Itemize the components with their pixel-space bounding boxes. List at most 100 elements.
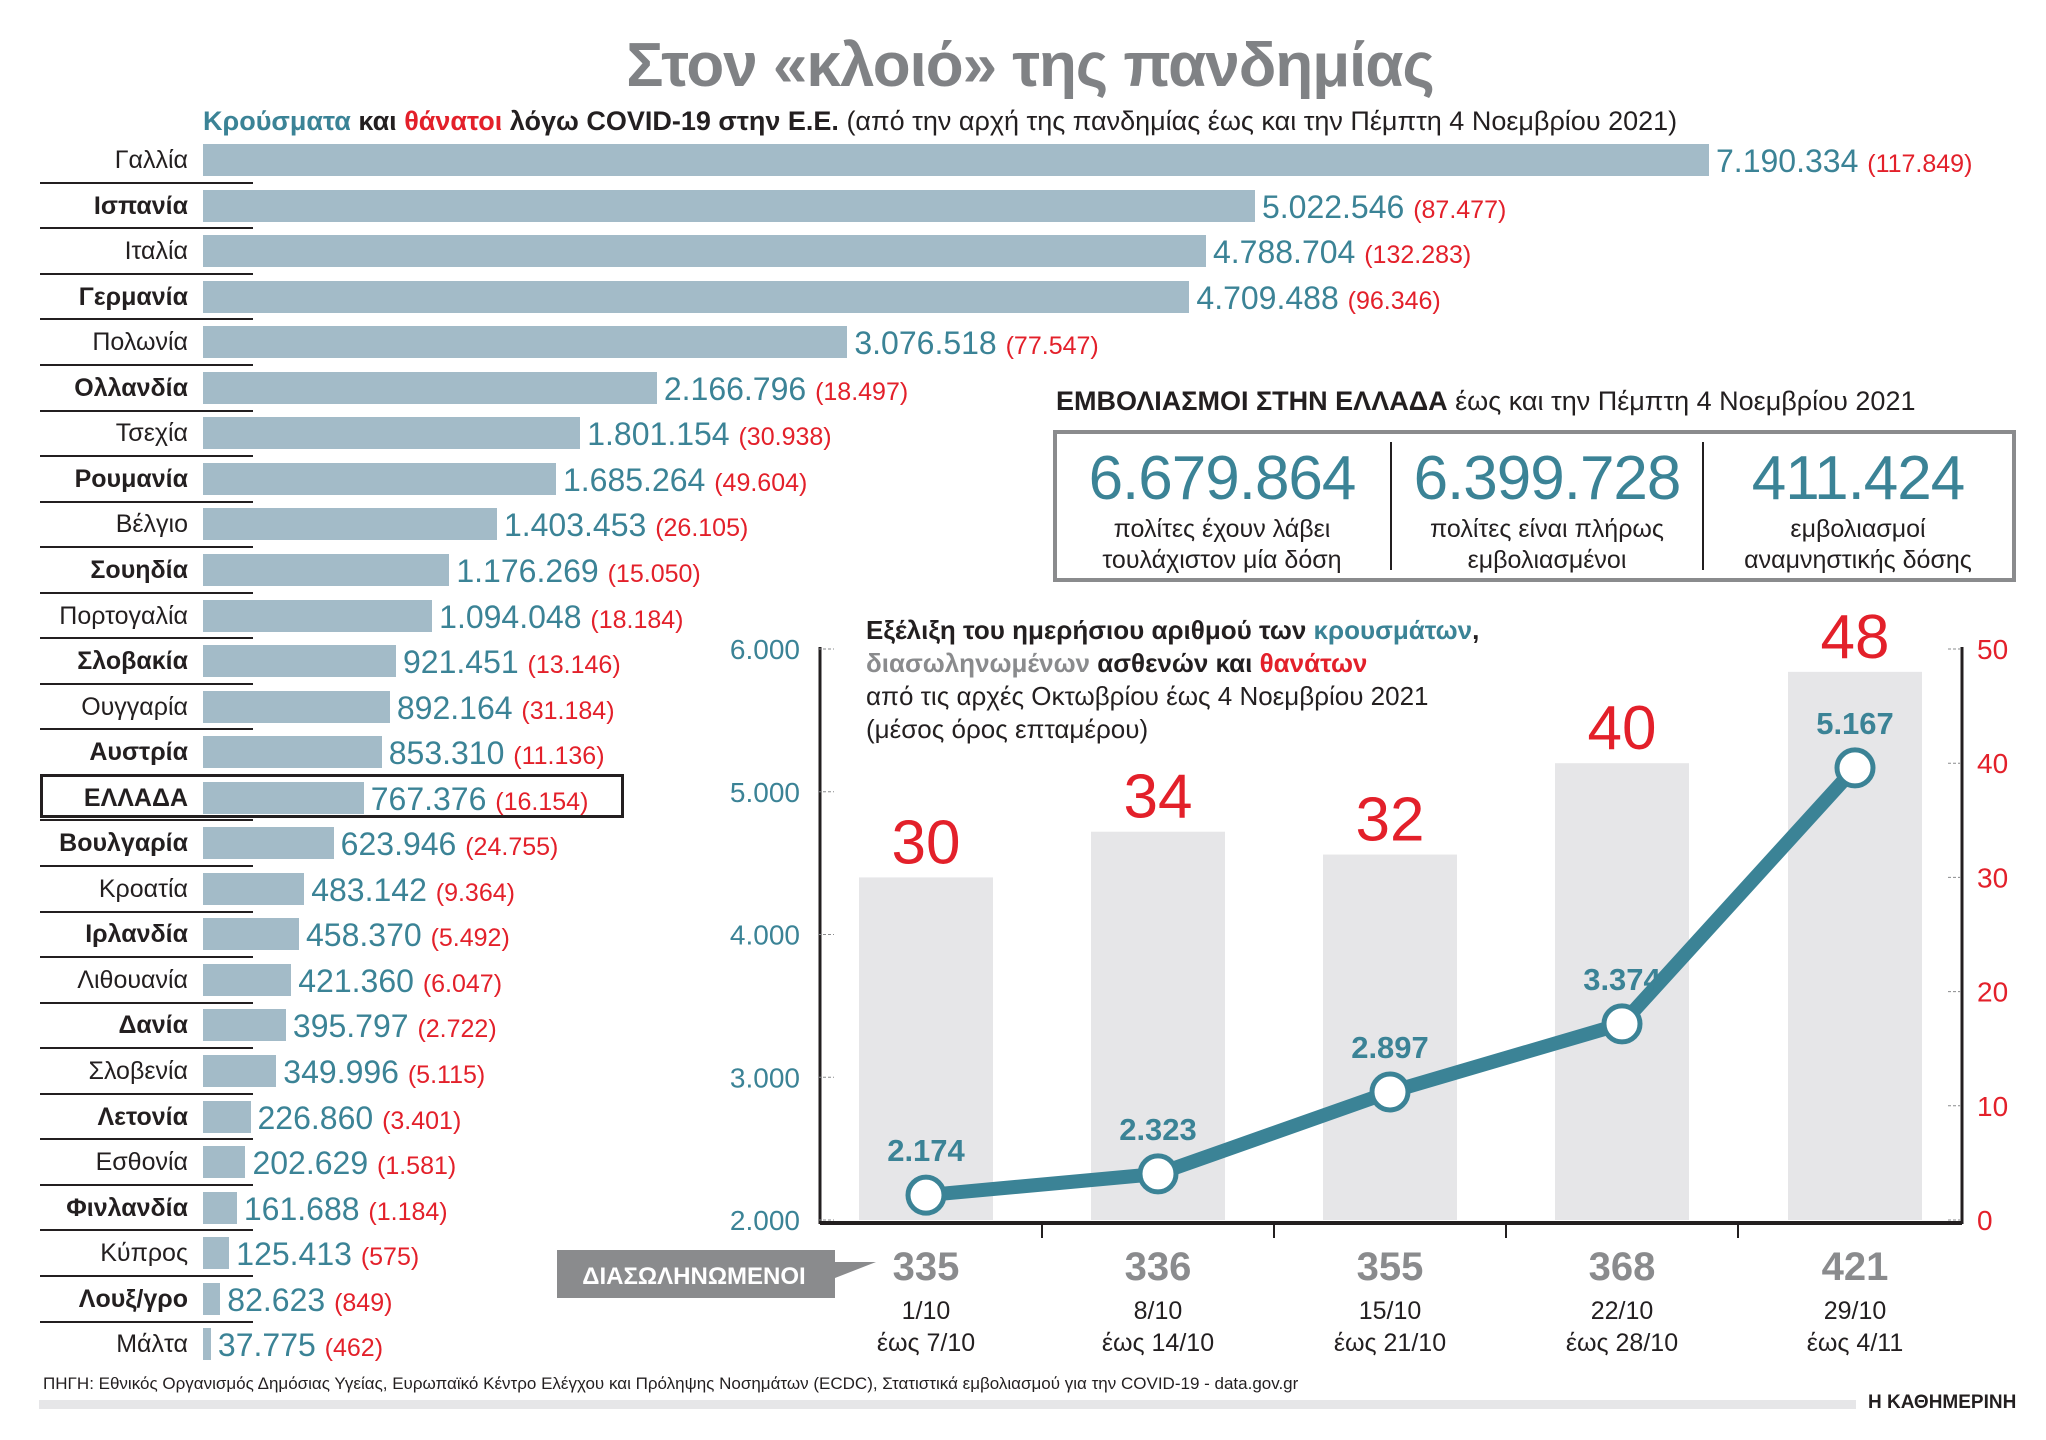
left-tick-label: 3.000 [730, 1062, 800, 1093]
cases-value: 349.996 [283, 1054, 408, 1090]
vaccination-box: 6.679.864 πολίτες έχουν λάβει τουλάχιστο… [1053, 430, 2016, 582]
week-end-label: έως 4/11 [1807, 1329, 1903, 1357]
row-separator [40, 363, 253, 366]
week-start-label: 8/10 [1134, 1297, 1183, 1325]
row-separator [40, 1138, 253, 1141]
country-label: Ρουμανία [74, 464, 188, 493]
title-period: από τις αρχές Οκτωβρίου έως 4 Νοεμβρίου … [866, 681, 1429, 711]
deaths-value: (18.184) [590, 605, 684, 634]
value-label: 1.801.154 (30.938) [587, 418, 831, 453]
cases-point [1834, 747, 1876, 789]
row-separator [40, 910, 253, 913]
cases-bar [203, 235, 1206, 268]
deaths-value: (96.346) [1347, 286, 1441, 315]
deaths-value: (575) [360, 1243, 420, 1272]
value-label: 349.996 (5.115) [283, 1056, 485, 1091]
value-label: 1.094.048 (18.184) [439, 601, 683, 636]
title-part: , [1472, 615, 1480, 645]
hospitalized-value: 335 [893, 1245, 960, 1289]
cases-label: 2.323 [1119, 1112, 1197, 1147]
deaths-value: (24.755) [465, 833, 559, 862]
cases-bar [203, 918, 299, 951]
week-start-label: 1/10 [902, 1297, 951, 1325]
cases-bar [203, 1237, 230, 1270]
cases-bar [203, 1146, 246, 1179]
row-separator [40, 865, 253, 868]
country-label: Πολωνία [92, 328, 188, 357]
deaths-value: (87.477) [1413, 195, 1507, 224]
row-separator [40, 181, 253, 184]
week-end-label: έως 7/10 [877, 1329, 975, 1357]
vaccination-label: εμβολιασμοί [1790, 515, 1926, 543]
row-separator [40, 591, 253, 594]
cases-bar [203, 144, 1709, 176]
country-label: Βουλγαρία [59, 829, 188, 858]
cases-bar [203, 1282, 221, 1315]
divider [1702, 442, 1704, 570]
deaths-value: (1.184) [368, 1197, 448, 1226]
deaths-value: (5.115) [407, 1061, 486, 1089]
row-separator [40, 546, 253, 549]
cases-bar [203, 736, 382, 769]
cases-value: 853.310 [388, 735, 514, 772]
value-label: 161.688 (1.184) [244, 1193, 448, 1228]
row-separator [40, 637, 253, 640]
cases-bar [203, 827, 334, 860]
left-tick-label: 4.000 [730, 920, 800, 951]
cases-value: 483.142 [311, 871, 436, 908]
deaths-value: (6.047) [422, 969, 503, 998]
country-label: Αυστρία [89, 738, 188, 767]
vaccination-value: 6.399.728 [1413, 444, 1682, 513]
row-separator [40, 819, 253, 822]
hospitalized-value: 336 [1125, 1245, 1192, 1289]
country-label: Γερμανία [78, 282, 188, 311]
deaths-bar [1788, 671, 1922, 1220]
deaths-value: (26.105) [655, 514, 749, 543]
hospitalized-label: ΔΙΑΣΩΛΗΝΩΜΕΝΟΙ [582, 1263, 805, 1290]
week-end-label: έως 21/10 [1334, 1329, 1446, 1357]
cases-value: 921.451 [402, 644, 528, 681]
cases-value: 1.176.269 [456, 552, 608, 589]
country-label: Σουηδία [90, 555, 188, 584]
cases-bar [203, 963, 292, 996]
cases-value: 226.860 [257, 1099, 383, 1136]
cases-bar [203, 872, 305, 905]
deaths-value: (13.146) [527, 651, 621, 680]
cases-line [925, 763, 1861, 1203]
country-label: Γαλλία [114, 146, 188, 174]
deaths-label: 34 [1124, 763, 1193, 832]
deaths-value: (5.492) [430, 924, 510, 953]
subtitle-and: και [358, 106, 397, 136]
deaths-value: (9.364) [435, 878, 515, 907]
cases-bar [203, 1328, 211, 1361]
right-tick-label: 30 [1977, 862, 2008, 893]
title-cases: κρουσμάτων [1313, 615, 1473, 645]
cases-value: 2.166.796 [663, 370, 816, 407]
cases-point [1137, 1153, 1179, 1195]
deaths-label: 32 [1356, 786, 1425, 855]
value-label: 226.860 (3.401) [258, 1102, 462, 1137]
deaths-value: (15.050) [607, 559, 701, 588]
deaths-value: (462) [324, 1334, 384, 1363]
deaths-value: (30.938) [738, 423, 832, 452]
row-separator [40, 272, 253, 275]
value-label: 1.685.264 (49.604) [563, 464, 807, 499]
deaths-value: (31.184) [521, 696, 615, 725]
week-start-label: 15/10 [1359, 1297, 1422, 1325]
row-separator [40, 1320, 253, 1323]
country-label: Ολλανδία [74, 373, 188, 402]
row-separator [40, 227, 253, 230]
week-end-label: έως 28/10 [1566, 1329, 1678, 1357]
country-label: Τσεχία [115, 419, 188, 448]
row-separator [40, 1092, 253, 1095]
cases-bar [203, 462, 556, 495]
cases-value: 767.376 [370, 780, 496, 817]
title-deaths: θανάτων [1259, 648, 1368, 678]
deaths-label: 48 [1821, 603, 1890, 672]
subtitle-deaths: θάνατοι [404, 106, 503, 136]
country-label: Πορτογαλία [59, 601, 188, 630]
row-separator [40, 455, 253, 458]
vaccination-value: 411.424 [1751, 444, 1966, 513]
cases-value: 161.688 [243, 1190, 369, 1227]
deaths-bar [1091, 831, 1225, 1220]
